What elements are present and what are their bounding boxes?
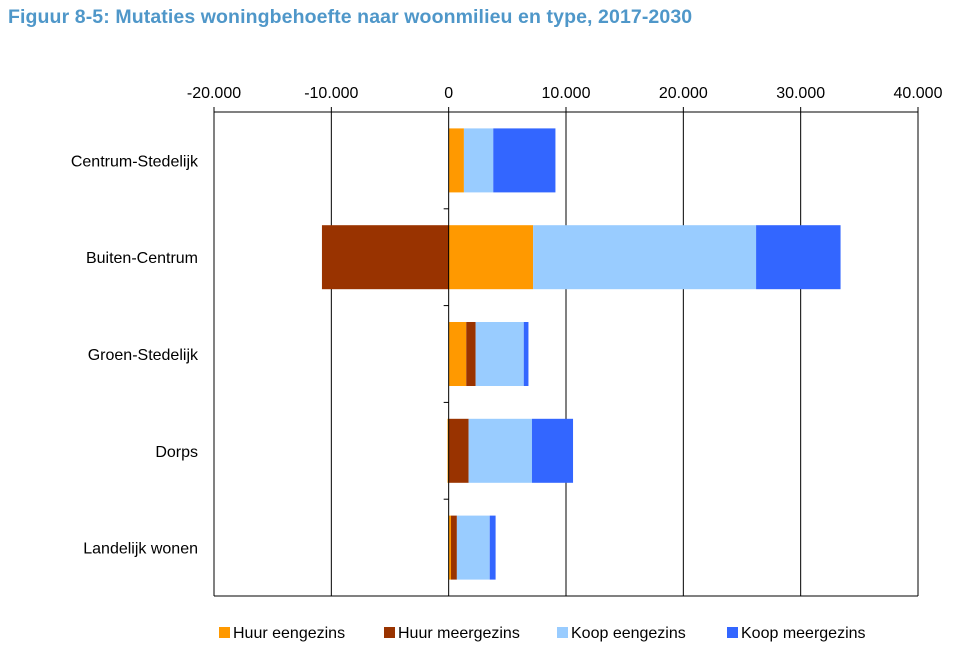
bar-segment bbox=[493, 128, 556, 193]
bar-segment bbox=[451, 515, 457, 580]
x-tick-label: -10.000 bbox=[304, 85, 358, 102]
legend-swatch bbox=[219, 627, 230, 638]
bar-segment bbox=[475, 322, 524, 386]
category-label: Groen-Stedelijk bbox=[88, 347, 199, 364]
legend-label: Huur eengezins bbox=[233, 625, 345, 642]
bar-segment bbox=[448, 225, 534, 290]
legend: Huur eengezins Huur meergezins Koop eengez… bbox=[219, 625, 866, 642]
bar-segment bbox=[456, 515, 490, 580]
gridlines bbox=[213, 112, 919, 596]
bar-segment bbox=[448, 128, 464, 193]
bar-segment bbox=[448, 515, 452, 580]
bar-segment bbox=[447, 418, 449, 483]
category-label: Dorps bbox=[155, 444, 198, 461]
bars bbox=[321, 128, 841, 580]
bar-segment bbox=[756, 225, 841, 290]
axes bbox=[213, 107, 919, 597]
legend-label: Koop meergezins bbox=[741, 625, 866, 642]
category-label: Landelijk wonen bbox=[83, 541, 198, 558]
x-tick-label: 30.000 bbox=[776, 85, 825, 102]
bar-segment bbox=[531, 418, 574, 483]
legend-swatch bbox=[727, 627, 738, 638]
bar-segment bbox=[466, 322, 476, 386]
legend-swatch bbox=[557, 627, 568, 638]
x-tick-label: 10.000 bbox=[542, 85, 591, 102]
bar-segment bbox=[448, 418, 469, 483]
x-tick-label: 20.000 bbox=[659, 85, 708, 102]
legend-label: Koop eengezins bbox=[571, 625, 686, 642]
category-label: Centrum-Stedelijk bbox=[71, 153, 199, 170]
bar-segment bbox=[448, 322, 467, 386]
bar-segment bbox=[321, 225, 449, 290]
chart-title: Figuur 8-5: Mutaties woningbehoefte naar… bbox=[8, 6, 693, 28]
bar-segment bbox=[463, 128, 494, 193]
bar-segment bbox=[533, 225, 757, 290]
x-tick-labels: -20.000 -10.000 0 10.000 20.000 30.000 40.000 bbox=[187, 85, 943, 102]
legend-swatch bbox=[384, 627, 395, 638]
x-tick-label: 40.000 bbox=[894, 85, 943, 102]
x-tick-label: 0 bbox=[444, 85, 453, 102]
bar-segment bbox=[468, 418, 532, 483]
category-labels: Centrum-Stedelijk Buiten-Centrum Groen-Ste… bbox=[71, 153, 199, 557]
legend-label: Huur meergezins bbox=[398, 625, 520, 642]
x-tick-label: -20.000 bbox=[187, 85, 241, 102]
bar-segment bbox=[489, 515, 496, 580]
bar-segment bbox=[523, 322, 529, 386]
category-label: Buiten-Centrum bbox=[86, 250, 198, 267]
